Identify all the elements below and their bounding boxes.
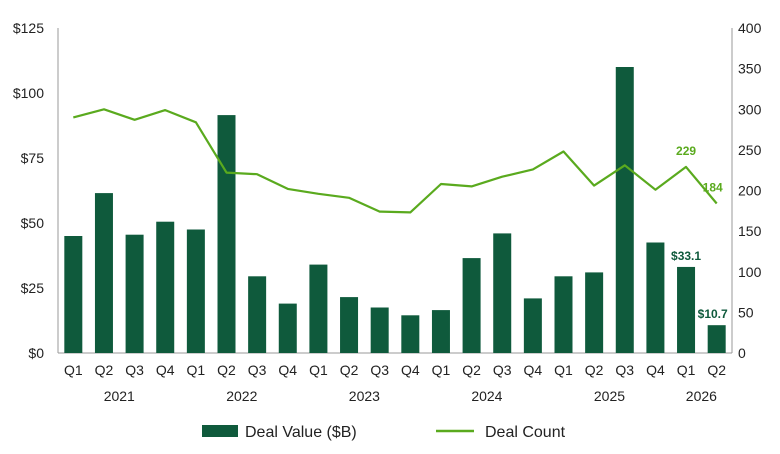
data-labels: $33.1 $10.7 229 184 <box>671 144 728 321</box>
x-tick-label: Q1 <box>309 362 328 378</box>
y-right-tick-label: 400 <box>738 20 762 36</box>
legend-swatch-deal-value <box>202 425 238 437</box>
bar <box>217 115 236 353</box>
y-left-tick-label: $50 <box>21 215 45 231</box>
x-tick-label: Q2 <box>585 362 604 378</box>
bar <box>431 310 450 353</box>
bar <box>156 221 175 353</box>
x-year-label: 2021 <box>104 388 135 404</box>
x-tick-label: Q3 <box>248 362 267 378</box>
x-tick-label: Q3 <box>615 362 634 378</box>
bar <box>401 315 420 353</box>
x-tick-label: Q4 <box>401 362 420 378</box>
bar <box>585 272 604 353</box>
line-data-label: 229 <box>676 144 696 158</box>
bar <box>646 242 665 353</box>
x-year-label: 2025 <box>594 388 625 404</box>
line-series <box>73 108 718 214</box>
bar <box>94 193 113 353</box>
x-tick-label: Q2 <box>217 362 236 378</box>
y-right-tick-label: 350 <box>738 61 762 77</box>
bar <box>248 276 267 353</box>
y-left-tick-label: $75 <box>21 150 45 166</box>
y-right-tick-label: 250 <box>738 142 762 158</box>
bar <box>707 325 726 353</box>
y-left-tick-label: $100 <box>13 85 44 101</box>
x-tick-label: Q4 <box>646 362 665 378</box>
x-tick-label: Q3 <box>493 362 512 378</box>
bar <box>278 303 297 353</box>
bar <box>309 264 328 353</box>
bar <box>554 276 573 353</box>
y-right-tick-label: 200 <box>738 183 762 199</box>
bar <box>677 266 696 353</box>
x-year-label: 2022 <box>226 388 257 404</box>
x-tick-label: Q1 <box>432 362 451 378</box>
line-data-label: 184 <box>703 181 723 195</box>
bar <box>615 67 634 353</box>
x-axis: Q1 Q2 Q3 Q4 Q1 Q2 Q3 Q4 Q1 Q2 Q3 Q4 Q1 Q2 Q3 Q4 Q1 Q2 Q3 Q4… <box>64 362 726 404</box>
bar <box>186 229 205 353</box>
legend: Deal Value ($B) Deal Count <box>202 424 566 441</box>
y-left-tick-label: $25 <box>21 280 45 296</box>
bar <box>493 233 512 353</box>
bar <box>340 297 359 353</box>
bar-series <box>64 67 726 353</box>
x-tick-label: Q4 <box>278 362 297 378</box>
bar <box>125 234 144 353</box>
bar <box>523 298 542 353</box>
x-tick-label: Q2 <box>462 362 481 378</box>
x-tick-label: Q2 <box>707 362 726 378</box>
x-year-label: 2026 <box>686 388 717 404</box>
x-year-label: 2023 <box>349 388 380 404</box>
y-left-tick-label: $125 <box>13 20 44 36</box>
x-tick-label: Q2 <box>95 362 114 378</box>
x-tick-label: Q4 <box>156 362 175 378</box>
x-year-label: 2024 <box>471 388 502 404</box>
x-tick-label: Q2 <box>340 362 359 378</box>
deal-count-line <box>73 108 718 214</box>
bar <box>462 258 481 353</box>
x-tick-label: Q1 <box>554 362 573 378</box>
x-tick-label: Q1 <box>677 362 696 378</box>
bar-data-label: $10.7 <box>698 307 728 321</box>
y-right-tick-label: 100 <box>738 264 762 280</box>
y-right-tick-label: 150 <box>738 223 762 239</box>
legend-label-deal-count: Deal Count <box>485 424 566 441</box>
y-right-tick-label: 300 <box>738 101 762 117</box>
x-tick-label: Q3 <box>125 362 144 378</box>
x-tick-label: Q1 <box>64 362 83 378</box>
bar <box>370 307 389 353</box>
y-right-tick-label: 50 <box>738 304 754 320</box>
x-tick-label: Q3 <box>370 362 389 378</box>
legend-label-deal-value: Deal Value ($B) <box>245 424 357 441</box>
axes: $0 $25 $50 $75 $100 $125 0 50 100 150 200 250 300 350… <box>13 20 762 361</box>
bar-data-label: $33.1 <box>671 249 701 263</box>
x-tick-label: Q1 <box>187 362 206 378</box>
y-left-tick-label: $0 <box>28 345 44 361</box>
bar <box>64 236 83 353</box>
x-tick-label: Q4 <box>524 362 543 378</box>
y-right-tick-label: 0 <box>738 345 746 361</box>
